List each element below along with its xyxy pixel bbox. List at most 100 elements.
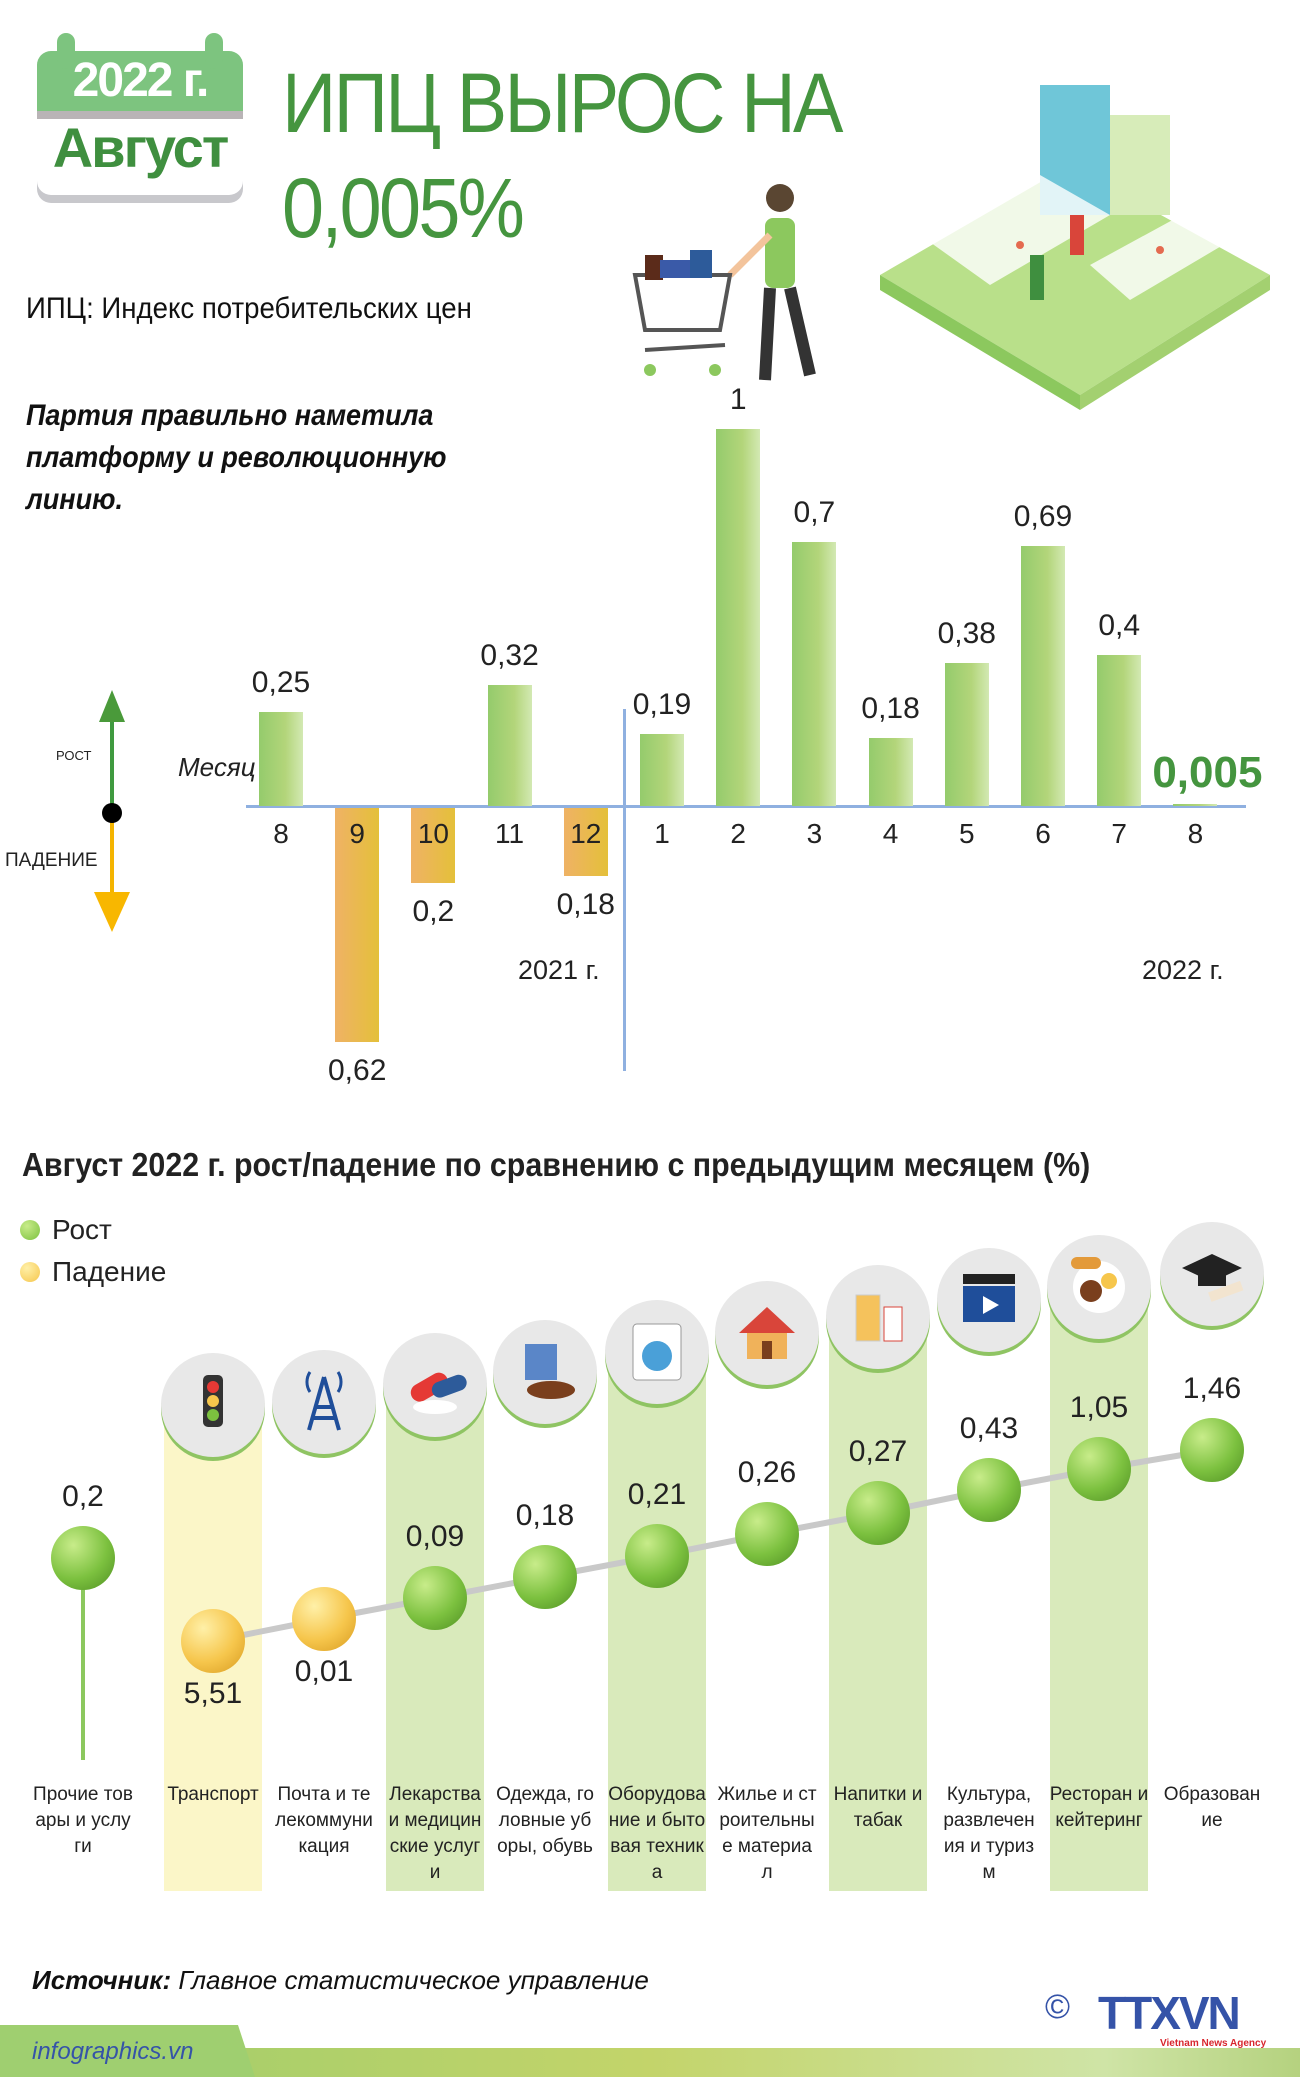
growth-dot [846, 1481, 910, 1545]
growth-dot [513, 1545, 577, 1609]
month-label: 1 [654, 818, 670, 849]
bar [944, 662, 989, 806]
bar [716, 429, 761, 806]
bar [1173, 804, 1218, 806]
decline-dot [181, 1609, 245, 1673]
x-axis-label: Месяц [178, 752, 256, 782]
month-label: 11 [495, 818, 525, 849]
category-label: Лекарства и медицинские услуги [388, 1784, 482, 1883]
category-band [608, 1352, 706, 1891]
calendar-month: Август [52, 116, 230, 179]
decline-dot [292, 1587, 356, 1651]
trend-line [81, 1447, 1213, 1760]
bar-value-label: 0,005 [1152, 748, 1263, 797]
page-title-value: 0,005% [282, 161, 525, 255]
year-label-2021: 2021 г. [518, 955, 600, 985]
growth-label: РОСТ [56, 748, 92, 763]
growth-dot [625, 1524, 689, 1588]
quote: Партия правильно наметила платформу и ре… [26, 395, 447, 521]
growth-dot [403, 1566, 467, 1630]
drink-cigarettes-icon [826, 1265, 930, 1369]
category-band [829, 1317, 927, 1891]
bar-value-label: 0,2 [412, 895, 455, 929]
category-label: Оборудование и бытовая техника [608, 1784, 706, 1883]
decline-label: ПАДЕНИЕ [5, 850, 98, 871]
clothes-shoes-icon [493, 1320, 597, 1424]
bar-value-label: 0,18 [861, 692, 920, 726]
category-label: Культура, развлечения и туризм [943, 1784, 1035, 1883]
section-title: Август 2022 г. рост/падение по сравнению… [22, 1146, 1091, 1183]
bar-value-label: 0,32 [480, 639, 539, 673]
quote-line: линию. [26, 483, 123, 516]
bar [868, 738, 913, 806]
category-value: 0,01 [294, 1655, 354, 1688]
calendar-year: 2022 г. [72, 54, 210, 107]
month-label: 2 [730, 818, 746, 849]
x-axis [246, 805, 1246, 808]
bar [259, 711, 303, 806]
source: Источник: Главное статистическое управле… [32, 1965, 649, 1996]
legend-label: Рост [52, 1214, 112, 1245]
category-band [1050, 1287, 1148, 1891]
source-text: Главное статистическое управление [178, 1965, 649, 1995]
growth-dot [51, 1526, 115, 1590]
bar-value-label: 0,25 [251, 665, 311, 699]
month-label: 5 [959, 818, 975, 849]
category-value: 5,51 [183, 1677, 243, 1710]
green-dot-icon [20, 1220, 40, 1240]
house-icon [715, 1281, 819, 1385]
month-label: 3 [806, 818, 823, 849]
bar-value-label: 0,19 [632, 688, 692, 722]
category-value: 0,2 [62, 1480, 104, 1513]
growth-dot [1180, 1418, 1244, 1482]
connector-line [212, 1447, 1213, 1644]
month-label: 12 [570, 818, 602, 849]
category-label: Ресторан и кейтеринг [1049, 1784, 1149, 1831]
site-link[interactable]: infographics.vn [32, 2038, 194, 2065]
category-label: Образование [1163, 1784, 1261, 1831]
shopper-illustration [632, 184, 816, 381]
category-band [386, 1385, 484, 1891]
category-value: 0,26 [737, 1456, 797, 1489]
bar-value-label: 0,18 [556, 887, 615, 921]
bar-value-label: 0,62 [327, 1053, 387, 1087]
bar [335, 808, 380, 1042]
year-label-2022: 2022 г. [1142, 955, 1224, 985]
film-clapper-icon [937, 1248, 1041, 1352]
bar [1097, 655, 1142, 806]
pills-icon [383, 1333, 487, 1437]
calendar-badge: 2022 г. Август [37, 33, 243, 203]
category-label: Напитки и табак [833, 1784, 923, 1831]
growth-dot [957, 1458, 1021, 1522]
quote-line: Партия правильно наметила [26, 399, 434, 432]
category-label: Транспорт [167, 1784, 259, 1805]
category-label: Почта и телекоммуникация [275, 1784, 373, 1857]
category-label: Одежда, головные уборы, обувь [496, 1784, 594, 1857]
category-label: Жилье и строительные материал [717, 1784, 817, 1883]
category-label: Прочие товары и услуги [33, 1784, 133, 1857]
bar [487, 685, 532, 806]
category-value: 0,09 [405, 1520, 465, 1553]
category-value: 1,05 [1069, 1391, 1129, 1424]
bar-value-label: 0,4 [1098, 609, 1141, 643]
category-value: 0,43 [959, 1412, 1019, 1445]
month-label: 9 [349, 818, 365, 849]
antenna-tower-icon [272, 1350, 376, 1454]
copyright-icon: © [1045, 1988, 1071, 2026]
month-label: 10 [417, 818, 449, 849]
growth-decline-arrow [94, 690, 130, 932]
yellow-dot-icon [20, 1262, 40, 1282]
bar [1021, 545, 1065, 806]
bar [640, 734, 684, 806]
month-label: 8 [1187, 818, 1204, 849]
bar-value-label: 0,69 [1013, 499, 1073, 533]
traffic-light-icon [161, 1353, 265, 1457]
supermarket-illustration [880, 85, 1270, 410]
category-value: 0,27 [848, 1435, 908, 1468]
year-divider [623, 709, 626, 1071]
graduation-cap-icon [1160, 1222, 1264, 1326]
month-label: 4 [882, 818, 899, 849]
growth-dot [1067, 1437, 1131, 1501]
category-chart: 0,2 Прочие товары и услуги 5,51 Транспорт 0,… [33, 1222, 1264, 1891]
source-label: Источник: [32, 1965, 172, 1995]
